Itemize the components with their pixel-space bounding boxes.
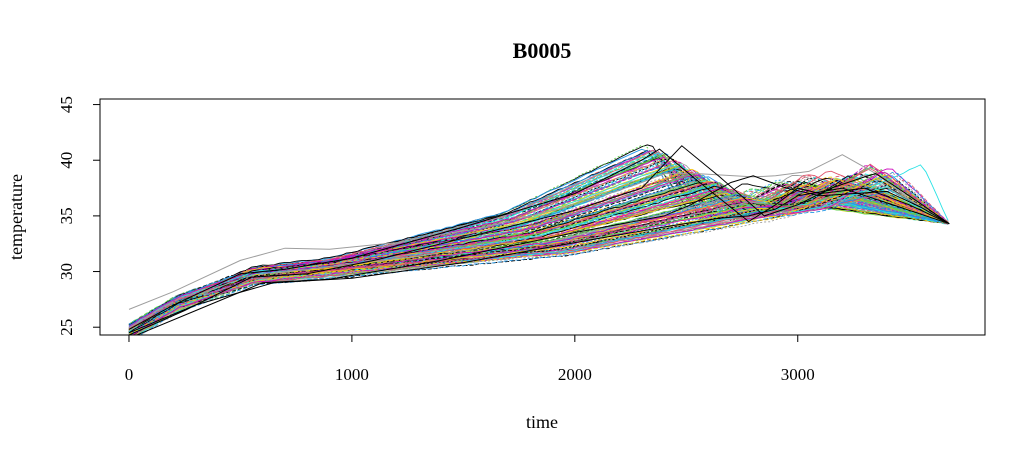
x-tick-label: 3000 — [781, 365, 815, 384]
y-axis: 25 30 35 40 45 — [57, 96, 101, 336]
series-line — [128, 187, 950, 334]
series-line — [128, 154, 949, 326]
y-axis-label: temperature — [6, 174, 26, 260]
chart-title: B0005 — [513, 38, 572, 63]
series-line — [128, 148, 950, 330]
series-line — [131, 180, 949, 335]
series-line — [128, 160, 949, 332]
series-curves — [128, 144, 950, 335]
series-line — [128, 171, 949, 334]
series-line — [128, 189, 949, 333]
x-tick-label: 2000 — [558, 365, 592, 384]
y-tick-label: 45 — [57, 96, 76, 113]
series-line — [131, 171, 949, 335]
y-tick-label: 35 — [57, 207, 76, 224]
x-tick-label: 1000 — [335, 365, 369, 384]
series-line — [128, 154, 950, 310]
x-tick-label: 0 — [125, 365, 134, 384]
series-line — [128, 170, 949, 331]
y-tick-label: 30 — [57, 263, 76, 280]
series-line — [128, 164, 949, 335]
series-line — [128, 182, 949, 335]
series-line — [138, 172, 949, 335]
series-line — [128, 190, 949, 334]
series-line — [128, 175, 949, 330]
x-axis: 0 1000 2000 3000 — [125, 334, 815, 384]
y-tick-label: 40 — [57, 152, 76, 169]
series-line — [128, 145, 950, 335]
series-line — [139, 171, 949, 335]
y-tick-label: 25 — [57, 319, 76, 336]
series-line — [128, 174, 949, 335]
x-axis-label: time — [526, 412, 558, 432]
